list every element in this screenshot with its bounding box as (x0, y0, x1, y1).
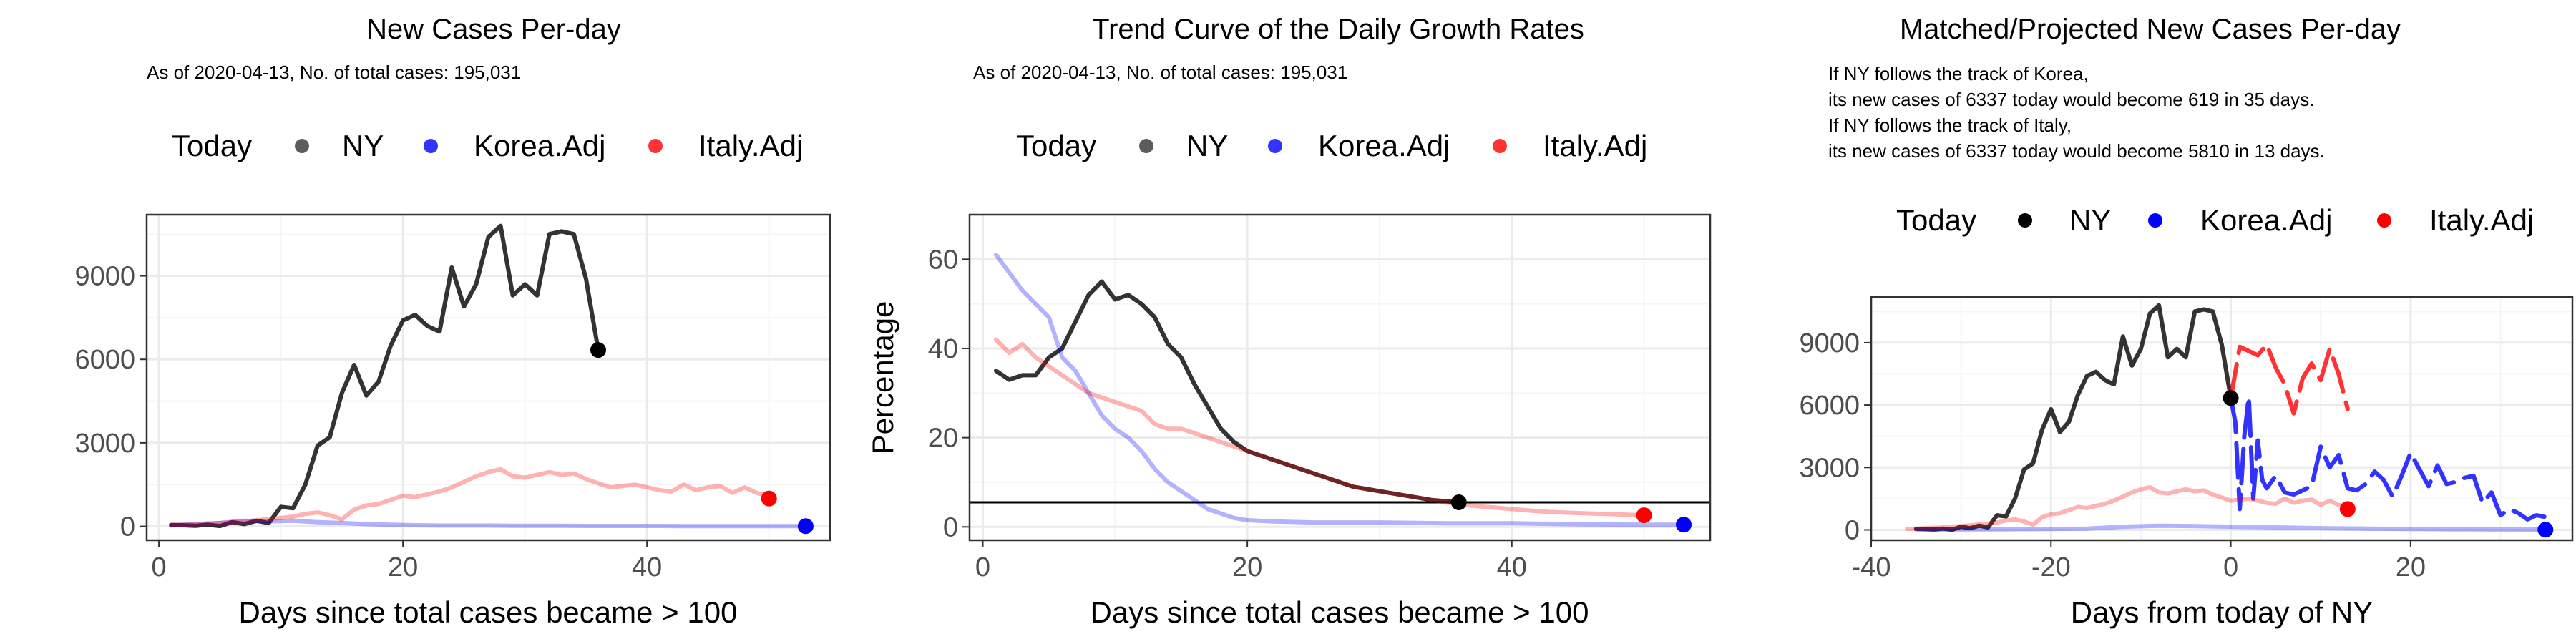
panel-new-cases: New Cases Per-day As of 2020-04-13, No. … (0, 0, 844, 644)
series-line-ny (169, 223, 600, 529)
y-tick-label: 3000 (74, 429, 135, 459)
panel-growth-rates: Trend Curve of the Daily Growth Rates As… (844, 0, 1717, 644)
y-tick-label: 0 (943, 512, 958, 542)
new-cases-chart: New Cases Per-day As of 2020-04-13, No. … (74, 14, 831, 629)
y-tick-label: 0 (120, 512, 135, 542)
y-tick-label: 60 (928, 245, 958, 275)
panel-projected-cases: Matched/Projected New Cases Per-day If N… (1717, 0, 2576, 644)
plot-border (968, 213, 1712, 542)
x-tick-label: -20 (2031, 552, 2071, 582)
growth-rates-chart: Trend Curve of the Daily Growth Rates As… (866, 14, 1712, 629)
chart-title: New Cases Per-day (366, 14, 621, 45)
x-tick-label: 40 (632, 552, 662, 582)
plot-border (145, 213, 831, 542)
legend-italy-label: Italy.Adj (1543, 129, 1647, 162)
legend: Today NY Korea.Adj Italy.Adj (1016, 129, 1647, 162)
x-tick-label: 20 (1232, 552, 1262, 582)
legend-korea-label: Korea.Adj (474, 129, 605, 162)
y-tick-label: 20 (928, 424, 958, 454)
projected-cases-chart: Matched/Projected New Cases Per-day If N… (1799, 14, 2574, 629)
legend-italy-key (2377, 213, 2391, 228)
plot-area: -40 -20 0 20 0 3000 6000 9000 (1799, 296, 2574, 582)
annotation-block: If NY follows the track of Korea, its ne… (1828, 63, 2325, 162)
legend-ny-label: NY (2069, 203, 2111, 237)
today-point-ny (590, 342, 606, 358)
legend-ny-key (2018, 213, 2032, 228)
chart-title: Matched/Projected New Cases Per-day (1900, 14, 2401, 45)
chart-title: Trend Curve of the Daily Growth Rates (1092, 14, 1584, 45)
legend-korea-key (1268, 139, 1282, 153)
annotation-line: its new cases of 6337 today would become… (1828, 140, 2325, 162)
x-tick-label: 40 (1497, 552, 1527, 582)
x-tick-label: 20 (388, 552, 418, 582)
legend-italy-label: Italy.Adj (698, 129, 803, 162)
x-tick-label: 0 (2223, 552, 2238, 582)
y-tick-label: 3000 (1799, 453, 1860, 483)
legend: Today NY Korea.Adj Italy.Adj (172, 129, 803, 162)
today-point-korea-adj (1676, 517, 1692, 533)
legend-korea-label: Korea.Adj (2200, 203, 2332, 237)
series-line-korea-adj-projected (2228, 394, 2548, 522)
series-line-italy-adj-matched (1905, 484, 2350, 531)
today-point-korea-adj (2537, 522, 2554, 538)
legend-italy-key (648, 139, 663, 153)
x-axis-title: Days from today of NY (2071, 595, 2373, 629)
legend-italy-label: Italy.Adj (2429, 203, 2534, 237)
x-axis-title: Days since total cases became > 100 (239, 595, 738, 629)
y-tick-label: 9000 (74, 262, 135, 292)
y-tick-label: 0 (1845, 515, 1860, 545)
today-point-ny (2223, 390, 2239, 406)
today-point-italy-adj (2339, 501, 2356, 517)
y-tick-label: 6000 (1799, 391, 1860, 421)
series-line-korea-adj-matched (1913, 523, 2548, 532)
today-point-italy-adj (761, 490, 777, 507)
legend-title: Today (172, 129, 252, 162)
legend-title: Today (1896, 203, 1976, 237)
y-tick-label: 6000 (74, 345, 135, 375)
series-line-italy-adj (994, 337, 1646, 518)
series-line-italy-adj (169, 467, 771, 527)
plot-area: 0 20 40 0 20 40 60 (928, 213, 1712, 582)
x-tick-label: 20 (2396, 552, 2426, 582)
legend-italy-key (1493, 139, 1507, 153)
legend-ny-key (295, 139, 309, 153)
legend-ny-label: NY (1186, 129, 1228, 162)
x-tick-label: 0 (975, 552, 990, 582)
legend-ny-label: NY (342, 129, 384, 162)
legend-korea-label: Korea.Adj (1318, 129, 1450, 162)
annotation-line: its new cases of 6337 today would become… (1828, 89, 2314, 110)
today-point-italy-adj (1636, 507, 1652, 524)
annotation-line: If NY follows the track of Italy, (1828, 114, 2072, 136)
legend: Today NY Korea.Adj Italy.Adj (1896, 203, 2534, 237)
plot-area: 0 20 40 0 3000 6000 9000 (74, 213, 831, 582)
chart-subtitle: As of 2020-04-13, No. of total cases: 19… (973, 62, 1347, 83)
series-line-korea-adj (169, 518, 808, 529)
x-tick-label: -40 (1852, 552, 1891, 582)
series-line-italy-adj-projected (2228, 342, 2350, 416)
legend-korea-key (424, 139, 438, 153)
x-tick-label: 0 (151, 552, 166, 582)
y-axis-title: Percentage (866, 301, 899, 455)
today-point-ny (1450, 494, 1467, 511)
series-line-ny (1913, 303, 2233, 532)
y-tick-label: 9000 (1799, 328, 1860, 358)
y-tick-label: 40 (928, 334, 958, 364)
legend-ny-key (1139, 139, 1153, 153)
x-axis-title: Days since total cases became > 100 (1091, 595, 1589, 629)
series-line-ny (994, 279, 1461, 504)
today-point-korea-adj (797, 518, 814, 535)
chart-subtitle: As of 2020-04-13, No. of total cases: 19… (147, 62, 521, 83)
legend-title: Today (1016, 129, 1096, 162)
annotation-line: If NY follows the track of Korea, (1828, 63, 2089, 84)
legend-korea-key (2148, 213, 2162, 228)
plot-border (1870, 296, 2574, 542)
series-line-korea-adj (994, 253, 1686, 527)
